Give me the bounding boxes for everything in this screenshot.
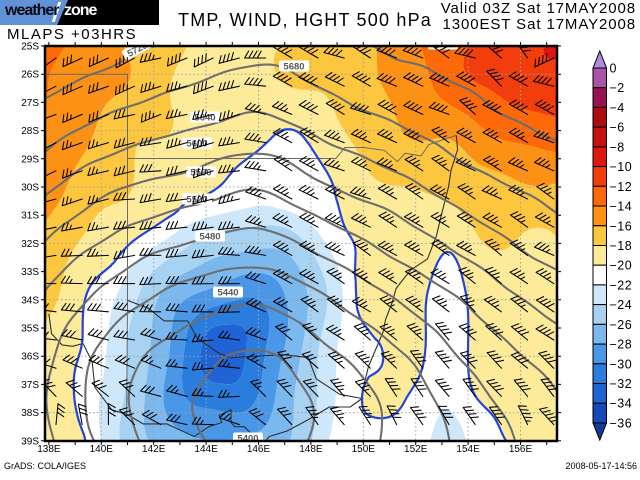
svg-text:−18: −18 — [610, 239, 633, 253]
svg-text:152E: 152E — [404, 444, 428, 455]
svg-text:140E: 140E — [90, 444, 114, 455]
svg-text:156E: 156E — [509, 444, 533, 455]
svg-text:5640: 5640 — [194, 113, 215, 124]
svg-text:39S: 39S — [21, 436, 39, 447]
svg-text:30S: 30S — [21, 183, 39, 194]
svg-text:148E: 148E — [299, 444, 323, 455]
svg-text:−12: −12 — [610, 180, 633, 194]
svg-text:−6: −6 — [610, 121, 625, 135]
svg-text:38S: 38S — [21, 408, 39, 419]
svg-text:5560: 5560 — [190, 168, 211, 179]
svg-text:36S: 36S — [21, 352, 39, 363]
svg-text:142E: 142E — [142, 444, 166, 455]
svg-text:150E: 150E — [352, 444, 376, 455]
svg-text:−16: −16 — [610, 219, 633, 233]
svg-text:33S: 33S — [21, 267, 39, 278]
svg-text:5440: 5440 — [217, 288, 238, 299]
svg-text:5400: 5400 — [237, 434, 258, 445]
svg-text:−28: −28 — [610, 338, 633, 352]
svg-text:5520: 5520 — [186, 195, 207, 206]
svg-text:26S: 26S — [21, 70, 39, 81]
svg-text:−34: −34 — [610, 397, 633, 411]
svg-text:−30: −30 — [610, 357, 633, 371]
svg-text:−2: −2 — [610, 81, 625, 95]
svg-text:5600: 5600 — [186, 139, 207, 150]
svg-text:−4: −4 — [610, 101, 625, 115]
svg-text:5680: 5680 — [283, 62, 304, 73]
svg-text:−10: −10 — [610, 160, 633, 174]
svg-text:−8: −8 — [610, 140, 625, 154]
svg-text:−20: −20 — [610, 259, 633, 273]
svg-text:−14: −14 — [610, 200, 633, 214]
svg-text:−24: −24 — [610, 298, 633, 312]
svg-text:32S: 32S — [21, 239, 39, 250]
svg-text:27S: 27S — [21, 98, 39, 109]
svg-text:138E: 138E — [37, 444, 61, 455]
svg-text:35S: 35S — [21, 324, 39, 335]
svg-text:146E: 146E — [247, 444, 271, 455]
svg-text:34S: 34S — [21, 295, 39, 306]
svg-text:−22: −22 — [610, 278, 633, 292]
svg-text:5480: 5480 — [199, 232, 220, 243]
svg-text:−36: −36 — [610, 417, 633, 431]
svg-text:144E: 144E — [194, 444, 218, 455]
svg-text:31S: 31S — [21, 211, 39, 222]
svg-text:0: 0 — [610, 62, 617, 76]
svg-text:25S: 25S — [21, 42, 39, 53]
svg-text:154E: 154E — [456, 444, 480, 455]
svg-text:29S: 29S — [21, 154, 39, 165]
svg-text:−26: −26 — [610, 318, 633, 332]
svg-text:−32: −32 — [610, 377, 633, 391]
svg-text:37S: 37S — [21, 380, 39, 391]
svg-text:28S: 28S — [21, 126, 39, 137]
